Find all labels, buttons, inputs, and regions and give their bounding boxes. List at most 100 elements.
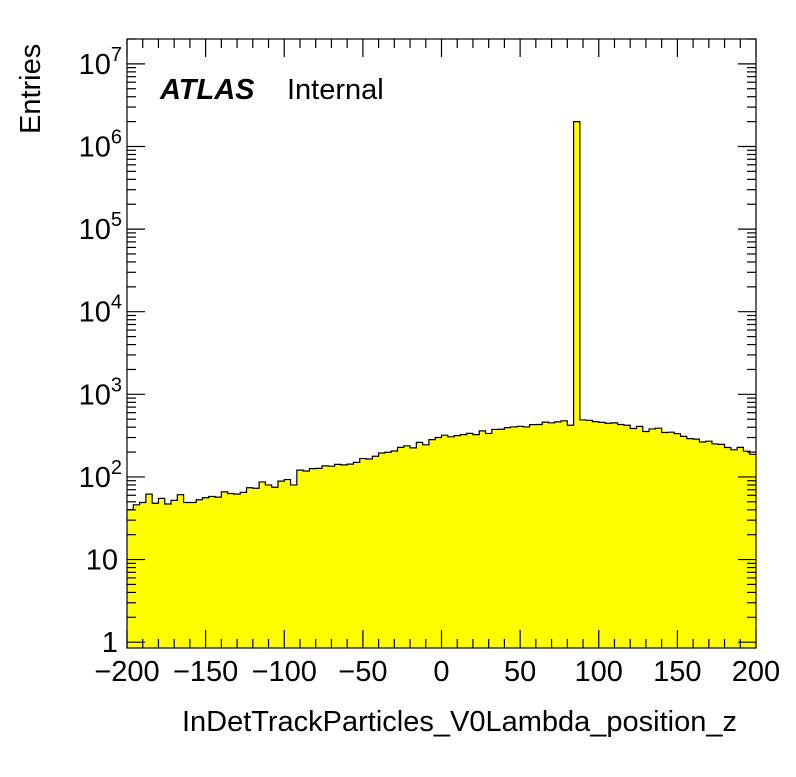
histogram-bar — [548, 422, 556, 648]
histogram-bar — [573, 121, 581, 648]
histogram-bar — [529, 424, 537, 648]
histogram-bar — [592, 421, 600, 648]
histogram-bar — [749, 454, 757, 648]
histogram-bar — [416, 442, 424, 648]
x-tick-label: 0 — [433, 656, 449, 688]
histogram-bar — [655, 428, 663, 648]
histogram-bar — [598, 422, 606, 648]
histogram-bar — [152, 503, 160, 648]
histogram-bar — [372, 456, 380, 648]
histogram-bar — [340, 464, 348, 648]
histogram-bar — [630, 428, 638, 648]
histogram-bar — [133, 504, 141, 648]
histogram-bar — [661, 432, 669, 648]
status-label: Internal — [287, 74, 384, 106]
histogram-bar — [384, 452, 392, 648]
histogram-bar — [561, 420, 568, 648]
histogram-bar — [127, 509, 134, 648]
histogram-bar — [215, 497, 222, 648]
histogram-bar — [693, 439, 700, 648]
histogram-bar — [277, 481, 285, 648]
histogram-bar — [472, 434, 480, 648]
histogram-bar — [309, 468, 317, 648]
histogram-bar — [523, 426, 531, 648]
histogram-bar — [605, 423, 612, 648]
y-tick-label: 104 — [79, 292, 122, 329]
histogram-bar — [221, 491, 229, 648]
histogram-bar — [284, 479, 292, 648]
x-tick-label: −100 — [252, 656, 317, 688]
histogram-bar — [743, 451, 751, 648]
histogram-bar — [202, 497, 210, 648]
histogram-bar — [674, 433, 682, 648]
y-tick-label: 10 — [86, 545, 118, 577]
histogram-bar — [391, 451, 399, 648]
histogram-bar — [271, 487, 279, 648]
x-tick-label: 100 — [575, 656, 623, 688]
x-tick-label: 200 — [732, 656, 780, 688]
histogram-bar — [460, 434, 468, 648]
y-tick-label: 102 — [79, 457, 122, 494]
histogram-bar — [227, 493, 235, 648]
histogram-bar — [428, 439, 436, 648]
x-tick-label: −200 — [94, 656, 159, 688]
histogram-bar — [139, 502, 147, 648]
histogram-bar — [611, 422, 619, 648]
y-tick-label: 1 — [102, 627, 118, 659]
histogram-bar — [403, 445, 411, 648]
x-tick-label: −150 — [173, 656, 238, 688]
histogram-bar — [542, 422, 550, 648]
histogram-bar — [171, 500, 178, 648]
histogram-bar — [208, 496, 216, 648]
histogram-bar — [510, 426, 518, 648]
histogram-bar — [441, 435, 449, 648]
histogram-bar — [491, 429, 499, 648]
histogram-bar — [535, 424, 543, 648]
histogram-bar — [579, 419, 587, 648]
y-tick-label: 106 — [79, 126, 122, 163]
histogram-bar — [315, 468, 323, 648]
histogram-bar — [290, 484, 298, 648]
histogram-bar — [498, 429, 505, 648]
histogram-bar — [724, 447, 732, 648]
histogram-bar — [240, 492, 248, 648]
histogram-bar — [353, 462, 361, 648]
histogram-bar — [233, 494, 241, 648]
histogram-bar — [586, 420, 594, 648]
histogram-bar — [366, 458, 373, 648]
histogram-bar — [711, 443, 719, 648]
histogram-bar — [164, 504, 172, 648]
histogram-bar — [296, 470, 304, 648]
histogram-bar — [246, 487, 254, 648]
histogram-bar — [686, 438, 694, 648]
histogram-bar — [516, 426, 524, 648]
histogram-bar — [718, 444, 726, 648]
histogram-bar — [617, 424, 625, 648]
histogram-bar — [183, 502, 191, 648]
histogram-bar — [189, 502, 197, 648]
histogram-bar — [252, 488, 260, 648]
histogram-bar — [466, 433, 474, 648]
atlas-label: ATLAS — [159, 74, 255, 106]
histogram-bar — [259, 481, 266, 648]
histogram-bar — [410, 447, 417, 648]
histogram-bar — [422, 444, 430, 648]
histogram-bar — [454, 435, 461, 648]
histogram-bar — [636, 426, 644, 648]
histogram-bar — [158, 498, 166, 648]
histogram-bar — [504, 427, 512, 648]
histogram-bar — [328, 466, 336, 648]
histogram-bar — [397, 447, 405, 648]
histogram-bar — [378, 452, 386, 648]
histogram-bar — [265, 484, 273, 648]
y-tick-label: 107 — [79, 44, 122, 81]
histogram-bar — [567, 425, 575, 648]
histogram-bar — [705, 441, 713, 648]
histogram-bar — [479, 430, 487, 648]
histogram-bar — [623, 425, 631, 648]
y-tick-labels: 1 10 102 103 104 105 106 107 — [79, 44, 122, 659]
histogram-bar — [554, 421, 562, 648]
histogram-bar — [730, 449, 738, 648]
